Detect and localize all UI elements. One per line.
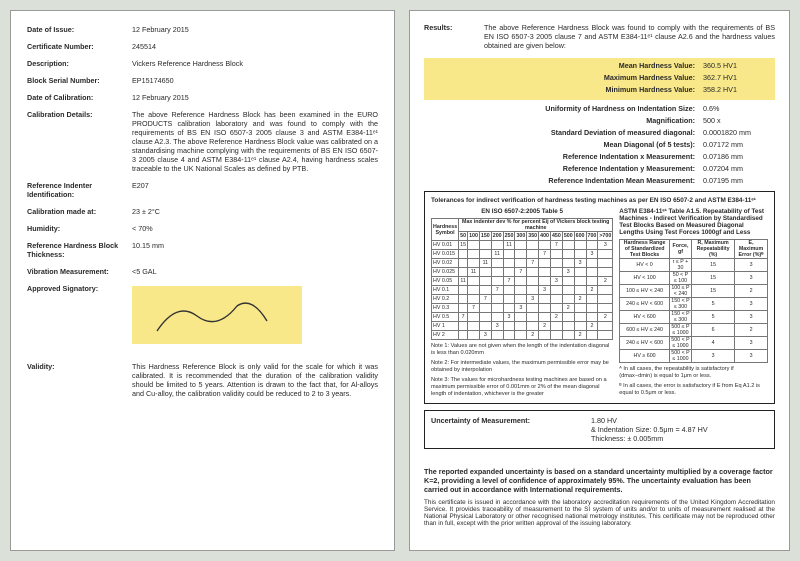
value-mean-diag: 0.07172 mm — [695, 140, 775, 149]
footer-accreditation: This certificate is issued in accordance… — [424, 499, 775, 527]
page-left: Date of Issue:12 February 2015 Certifica… — [10, 10, 395, 551]
page-right: Results:The above Reference Hardness Blo… — [409, 10, 790, 551]
label-max-hv: Maximum Hardness Value: — [424, 73, 695, 82]
value-ref-mean: 0.07195 mm — [695, 176, 775, 185]
en-iso-table: Hardness SymbolMax indenter dev % for pe… — [431, 218, 613, 340]
note-3: Note 3: The values for microhardness tes… — [431, 377, 613, 398]
label-date-issue: Date of Issue: — [27, 25, 132, 34]
value-cal-date: 12 February 2015 — [132, 93, 378, 102]
footer-uncertainty: The reported expanded uncertainty is bas… — [424, 467, 775, 494]
value-thickness: 10.15 mm — [132, 241, 378, 259]
label-uniformity: Uniformity of Hardness on Indentation Si… — [424, 104, 695, 113]
tolerance-header: Tolerances for indirect verification of … — [431, 197, 768, 204]
value-description: Vickers Reference Hardness Block — [132, 59, 378, 68]
note-2: Note 2: For intermediate values, the max… — [431, 360, 613, 374]
label-thickness: Reference Hardness Block Thickness: — [27, 241, 132, 259]
label-indenter: Reference Indenter Identification: — [27, 181, 132, 199]
value-temp: 23 ± 2°C — [132, 207, 378, 216]
label-results: Results: — [424, 23, 484, 50]
label-ref-mean: Reference Indentation Mean Measurement: — [424, 176, 695, 185]
label-min-hv: Minimum Hardness Value: — [424, 85, 695, 94]
value-validity: This Hardness Reference Block is only va… — [132, 362, 378, 398]
value-date-issue: 12 February 2015 — [132, 25, 378, 34]
label-validity: Validity: — [27, 362, 132, 398]
value-cert-no: 245514 — [132, 42, 378, 51]
label-temp: Calibration made at: — [27, 207, 132, 216]
label-uncertainty: Uncertainty of Measurement: — [431, 416, 591, 443]
certificate-sheet: Date of Issue:12 February 2015 Certifica… — [0, 0, 800, 561]
value-mean-hv: 360.5 HV1 — [695, 61, 775, 70]
value-indenter: E207 — [132, 181, 378, 199]
value-uncertainty-1: 1.80 HV — [591, 416, 768, 425]
value-magnification: 500 x — [695, 116, 775, 125]
label-mean-hv: Mean Hardness Value: — [424, 61, 695, 70]
label-magnification: Magnification: — [424, 116, 695, 125]
value-uniformity: 0.6% — [695, 104, 775, 113]
label-sd: Standard Deviation of measured diagonal: — [424, 128, 695, 137]
signature-box — [132, 286, 302, 344]
astm-foot-1: ᴬ In all cases, the repeatability is sat… — [619, 366, 768, 380]
highlight-hardness: Mean Hardness Value:360.5 HV1 Maximum Ha… — [424, 58, 775, 100]
astm-header: ASTM E384-11ᵉ¹ Table A1.5. Repeatability… — [619, 208, 768, 236]
value-serial: EP15174650 — [132, 76, 378, 85]
astm-foot-2: ᴮ In all cases, the error is satisfactor… — [619, 383, 768, 397]
astm-table: Hardness Range of Standardized Test Bloc… — [619, 239, 768, 363]
tolerance-right-col: ASTM E384-11ᵉ¹ Table A1.5. Repeatability… — [619, 208, 768, 398]
value-results: The above Reference Hardness Block was f… — [484, 23, 775, 50]
label-ref-x: Reference Indentation x Measurement: — [424, 152, 695, 161]
value-humidity: < 70% — [132, 224, 378, 233]
label-vibration: Vibration Measurement: — [27, 267, 132, 276]
value-ref-y: 0.07204 mm — [695, 164, 775, 173]
value-cal-details: The above Reference Hardness Block has b… — [132, 110, 378, 173]
tolerance-left-col: EN ISO 6507-2:2005 Table 5 Hardness Symb… — [431, 208, 613, 398]
label-cal-details: Calibration Details: — [27, 110, 132, 173]
value-uncertainty-3: Thickness: ± 0.005mm — [591, 434, 768, 443]
note-1: Note 1: Values are not given when the le… — [431, 343, 613, 357]
label-cert-no: Certificate Number: — [27, 42, 132, 51]
value-sd: 0.0001820 mm — [695, 128, 775, 137]
value-vibration: <5 GAL — [132, 267, 378, 276]
label-signatory: Approved Signatory: — [27, 284, 132, 344]
value-ref-x: 0.07186 mm — [695, 152, 775, 161]
label-ref-y: Reference Indentation y Measurement: — [424, 164, 695, 173]
signature-icon — [142, 291, 292, 341]
label-description: Description: — [27, 59, 132, 68]
uncertainty-box: Uncertainty of Measurement: 1.80 HV & In… — [424, 410, 775, 449]
label-mean-diag: Mean Diagonal (of 5 tests): — [424, 140, 695, 149]
label-serial: Block Serial Number: — [27, 76, 132, 85]
value-min-hv: 358.2 HV1 — [695, 85, 775, 94]
label-cal-date: Date of Calibration: — [27, 93, 132, 102]
value-uncertainty-2: & Indentation Size: 0.5μm = 4.87 HV — [591, 425, 768, 434]
en-iso-header: EN ISO 6507-2:2005 Table 5 — [431, 208, 613, 215]
value-max-hv: 362.7 HV1 — [695, 73, 775, 82]
label-humidity: Humidity: — [27, 224, 132, 233]
tolerance-box: Tolerances for indirect verification of … — [424, 191, 775, 404]
